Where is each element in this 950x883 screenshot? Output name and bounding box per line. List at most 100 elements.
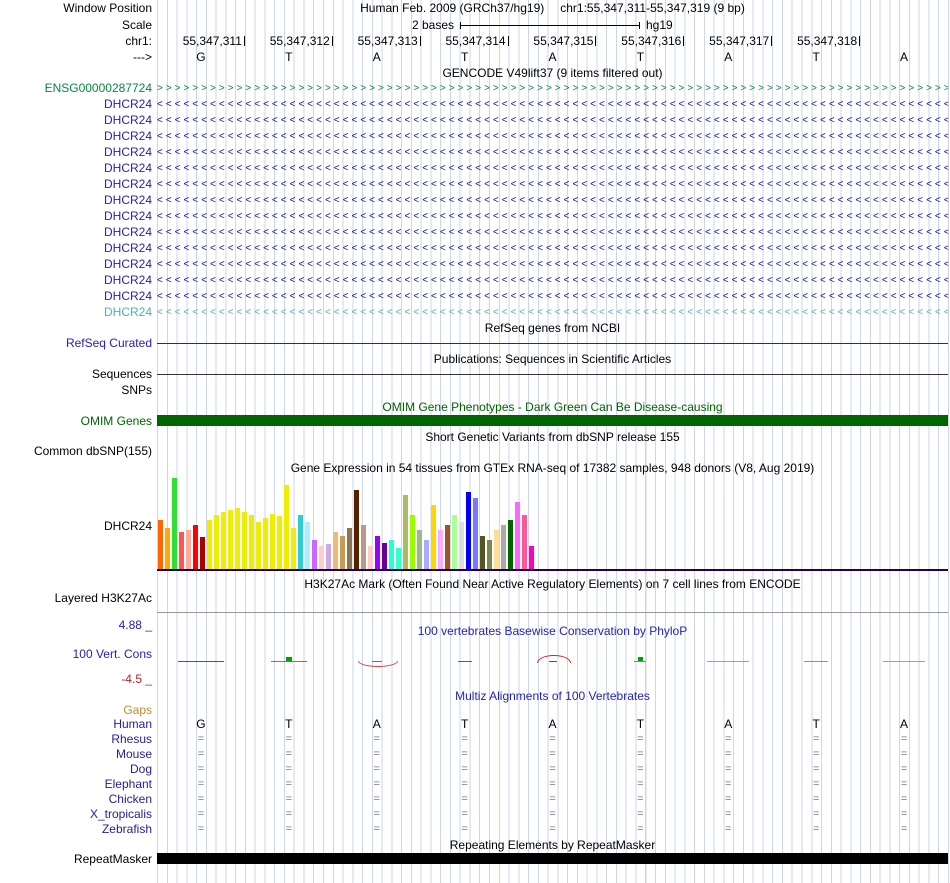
- gtex-bar[interactable]: [438, 530, 443, 570]
- refseq-curated-item[interactable]: [157, 343, 948, 344]
- gene-label[interactable]: DHCR24: [103, 305, 152, 319]
- gtex-bar[interactable]: [221, 512, 226, 570]
- omim-gene-bar[interactable]: [157, 415, 948, 426]
- gene-arrows[interactable]: <<<<<<<<<<<<<<<<<<<<<<<<<<<<<<<<<<<<<<<<…: [157, 211, 948, 222]
- gtex-bar[interactable]: [319, 546, 324, 570]
- gtex-bar[interactable]: [501, 525, 506, 570]
- gtex-bar[interactable]: [466, 492, 471, 570]
- species-row[interactable]: Chicken = = = = = = = = =: [0, 792, 950, 807]
- dbsnp-label[interactable]: Common dbSNP(155): [33, 444, 152, 458]
- gtex-bar[interactable]: [326, 544, 331, 570]
- gtex-bar[interactable]: [235, 508, 240, 570]
- gene-label[interactable]: DHCR24: [103, 193, 152, 207]
- gene-label[interactable]: DHCR24: [103, 97, 152, 111]
- gtex-bar[interactable]: [179, 532, 184, 570]
- gtex-bar[interactable]: [298, 515, 303, 570]
- gtex-bar[interactable]: [403, 495, 408, 570]
- gtex-bar[interactable]: [375, 536, 380, 570]
- gtex-bar[interactable]: [382, 543, 387, 570]
- gencode-title[interactable]: GENCODE V49lift37 (9 items filtered out): [442, 66, 663, 80]
- gtex-bar[interactable]: [508, 520, 513, 570]
- gene-arrows[interactable]: <<<<<<<<<<<<<<<<<<<<<<<<<<<<<<<<<<<<<<<<…: [157, 147, 948, 158]
- gtex-bar[interactable]: [445, 525, 450, 570]
- species-label[interactable]: Dog: [129, 762, 152, 776]
- omim-title[interactable]: OMIM Gene Phenotypes - Dark Green Can Be…: [382, 400, 723, 414]
- gtex-bar[interactable]: [340, 536, 345, 570]
- gene-label[interactable]: DHCR24: [103, 257, 152, 271]
- gtex-bar[interactable]: [186, 530, 191, 570]
- gtex-bar[interactable]: [515, 502, 520, 570]
- gtex-bar[interactable]: [487, 540, 492, 570]
- gtex-bar[interactable]: [361, 525, 366, 570]
- gtex-bar[interactable]: [529, 546, 534, 570]
- human-label[interactable]: Human: [113, 717, 152, 731]
- gene-arrows[interactable]: <<<<<<<<<<<<<<<<<<<<<<<<<<<<<<<<<<<<<<<<…: [157, 291, 948, 302]
- species-row[interactable]: Mouse = = = = = = = = =: [0, 747, 950, 762]
- gene-label[interactable]: DHCR24: [103, 113, 152, 127]
- gene-arrows[interactable]: <<<<<<<<<<<<<<<<<<<<<<<<<<<<<<<<<<<<<<<<…: [157, 275, 948, 286]
- gtex-bar[interactable]: [228, 510, 233, 570]
- gtex-title[interactable]: Gene Expression in 54 tissues from GTEx …: [290, 461, 815, 475]
- gtex-bar[interactable]: [522, 515, 527, 570]
- gtex-bar-chart[interactable]: [158, 478, 538, 570]
- gtex-bar[interactable]: [417, 530, 422, 570]
- gtex-bar[interactable]: [452, 515, 457, 570]
- gene-label[interactable]: DHCR24: [103, 129, 152, 143]
- gtex-bar[interactable]: [256, 522, 261, 570]
- gtex-bar[interactable]: [193, 525, 198, 570]
- gtex-bar[interactable]: [165, 528, 170, 570]
- gene-label[interactable]: DHCR24: [103, 273, 152, 287]
- species-row[interactable]: Zebrafish = = = = = = = = =: [0, 822, 950, 837]
- species-label[interactable]: Rhesus: [111, 732, 152, 746]
- h3k27ac-label[interactable]: Layered H3K27Ac: [54, 591, 152, 605]
- sequences-item[interactable]: [157, 374, 948, 375]
- refseq-curated-label[interactable]: RefSeq Curated: [65, 336, 152, 350]
- gene-label[interactable]: DHCR24: [103, 241, 152, 255]
- species-label[interactable]: Mouse: [115, 747, 152, 761]
- gtex-bar[interactable]: [158, 520, 163, 570]
- gtex-bar[interactable]: [368, 546, 373, 570]
- gtex-bar[interactable]: [410, 515, 415, 570]
- gtex-bar[interactable]: [312, 540, 317, 570]
- h3k27ac-title[interactable]: H3K27Ac Mark (Often Found Near Active Re…: [304, 577, 801, 591]
- gene-label[interactable]: DHCR24: [103, 289, 152, 303]
- omim-genes-label[interactable]: OMIM Genes: [80, 414, 152, 428]
- gtex-bar[interactable]: [389, 540, 394, 570]
- gene-arrows[interactable]: <<<<<<<<<<<<<<<<<<<<<<<<<<<<<<<<<<<<<<<<…: [157, 163, 948, 174]
- repeatmasker-label[interactable]: RepeatMasker: [73, 852, 152, 866]
- gtex-bar[interactable]: [459, 522, 464, 570]
- gene-arrows[interactable]: <<<<<<<<<<<<<<<<<<<<<<<<<<<<<<<<<<<<<<<<…: [157, 227, 948, 238]
- gene-arrows[interactable]: <<<<<<<<<<<<<<<<<<<<<<<<<<<<<<<<<<<<<<<<…: [157, 259, 948, 270]
- gtex-bar[interactable]: [277, 516, 282, 570]
- gtex-bar[interactable]: [200, 537, 205, 570]
- gtex-bar[interactable]: [305, 522, 310, 570]
- species-label[interactable]: Zebrafish: [101, 822, 152, 836]
- gtex-bar[interactable]: [431, 505, 436, 570]
- gaps-label[interactable]: Gaps: [123, 703, 152, 717]
- gtex-bar[interactable]: [494, 530, 499, 570]
- sequences-label[interactable]: Sequences: [91, 367, 152, 381]
- gtex-bar[interactable]: [347, 528, 352, 570]
- gtex-bar[interactable]: [263, 518, 268, 570]
- gtex-bar[interactable]: [207, 520, 212, 570]
- gene-arrows[interactable]: <<<<<<<<<<<<<<<<<<<<<<<<<<<<<<<<<<<<<<<<…: [157, 179, 948, 190]
- gene-label[interactable]: DHCR24: [103, 161, 152, 175]
- gene-arrows[interactable]: <<<<<<<<<<<<<<<<<<<<<<<<<<<<<<<<<<<<<<<<…: [157, 99, 948, 110]
- gene-label[interactable]: DHCR24: [103, 225, 152, 239]
- gtex-bar[interactable]: [172, 478, 177, 570]
- repeatmasker-title[interactable]: Repeating Elements by RepeatMasker: [449, 838, 656, 852]
- phylop-title[interactable]: 100 vertebrates Basewise Conservation by…: [417, 624, 688, 638]
- species-label[interactable]: Elephant: [104, 777, 152, 791]
- phylop-track-label[interactable]: 100 Vert. Cons: [72, 647, 152, 661]
- gtex-bar[interactable]: [214, 515, 219, 570]
- gene-arrows[interactable]: <<<<<<<<<<<<<<<<<<<<<<<<<<<<<<<<<<<<<<<<…: [157, 243, 948, 254]
- gene-label[interactable]: ENSG00000287724: [44, 81, 152, 95]
- species-row[interactable]: Elephant = = = = = = = = =: [0, 777, 950, 792]
- gene-arrows[interactable]: <<<<<<<<<<<<<<<<<<<<<<<<<<<<<<<<<<<<<<<<…: [157, 307, 948, 318]
- gene-arrows[interactable]: <<<<<<<<<<<<<<<<<<<<<<<<<<<<<<<<<<<<<<<<…: [157, 131, 948, 142]
- gtex-bar[interactable]: [473, 498, 478, 570]
- gene-arrows[interactable]: >>>>>>>>>>>>>>>>>>>>>>>>>>>>>>>>>>>>>>>>…: [157, 83, 948, 94]
- repeatmasker-bar[interactable]: [157, 853, 948, 864]
- gtex-bar[interactable]: [249, 515, 254, 570]
- species-row[interactable]: Rhesus = = = = = = = = =: [0, 732, 950, 747]
